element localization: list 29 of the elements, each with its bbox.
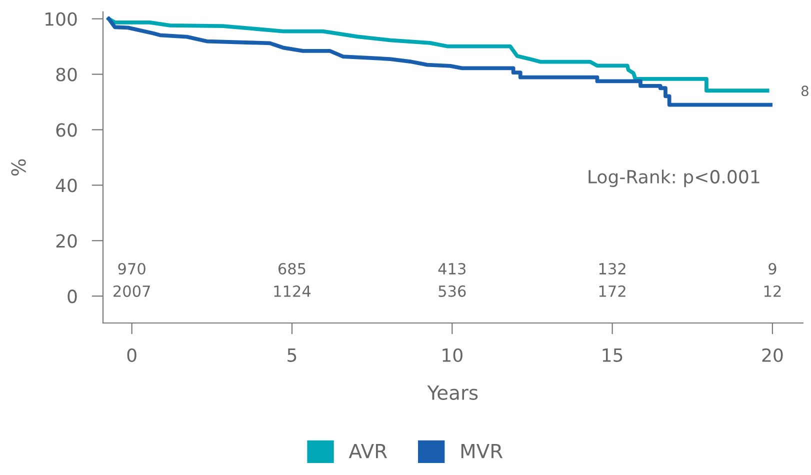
x-tick-label: 0 [127, 348, 136, 362]
annotation: 970 [118, 262, 146, 275]
y-tick-label: 100 [46, 12, 77, 26]
x-tick-label: 5 [288, 348, 296, 362]
annotation: 536 [438, 285, 466, 297]
x-tick-label: 10 [442, 348, 462, 362]
annotation: 413 [438, 262, 466, 275]
annotation: 132 [599, 262, 626, 275]
x-axis-title: Years [427, 386, 478, 400]
annotation: 9 [768, 262, 776, 275]
annotation: 172 [599, 285, 626, 297]
annotation: 2007 [114, 285, 150, 297]
x-tick-label: 15 [602, 348, 622, 362]
line-series [106, 16, 772, 107]
legend-label: MVR [461, 444, 503, 458]
annotation: 12 [764, 285, 781, 297]
x-tick-label: 20 [762, 348, 783, 362]
y-tick-label: 40 [56, 178, 77, 192]
annotation: 8 [801, 86, 808, 96]
legend-label: AVR [348, 444, 388, 458]
y-axis-title: % [11, 159, 26, 176]
annotation: Log-Rank: p<0.001 [588, 170, 760, 188]
line-series [106, 16, 770, 93]
y-tick-label: 60 [56, 123, 77, 137]
y-tick-label: 80 [56, 68, 77, 82]
y-tick-label: 20 [56, 234, 77, 248]
annotation: 1124 [274, 285, 311, 297]
annotation: 685 [278, 262, 306, 275]
y-tick-label: 0 [68, 290, 77, 304]
